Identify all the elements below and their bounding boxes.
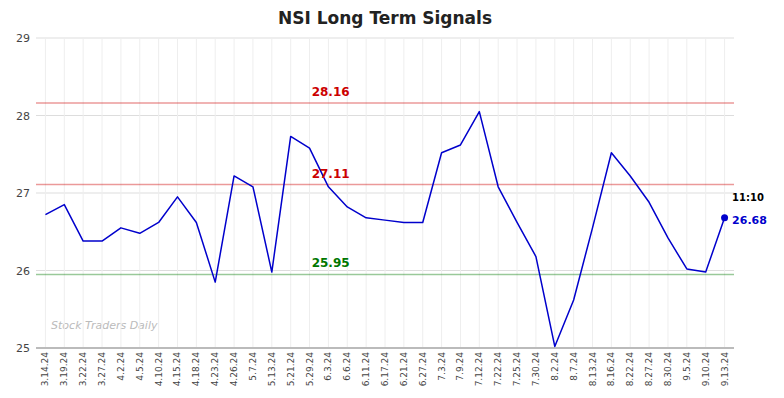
x-tick-label: 8.30.24 [663, 352, 673, 387]
grid-line-x [535, 38, 536, 348]
last-point-label: 11:10 [732, 192, 764, 203]
x-tick-label: 8.7.24 [569, 352, 579, 381]
grid-line-x [102, 38, 103, 348]
x-tick-label: 7.3.24 [437, 352, 447, 381]
grid-line-x [252, 38, 253, 348]
grid-line-x [309, 38, 310, 348]
x-tick-label: 8.22.24 [625, 352, 635, 387]
grid-line-x [630, 38, 631, 348]
grid-line-x [403, 38, 404, 348]
grid-line-x [724, 38, 725, 348]
x-tick-label: 8.2.24 [550, 352, 560, 381]
grid-line-x [611, 38, 612, 348]
reference-label: 25.95 [312, 256, 350, 270]
line [45, 112, 724, 347]
grid-line-x [83, 38, 84, 348]
grid [36, 38, 734, 348]
grid-line-x [517, 38, 518, 348]
x-tick-label: 6.21.24 [399, 352, 409, 387]
x-tick-label: 4.5.24 [135, 352, 145, 381]
x-tick-label: 4.18.24 [191, 352, 201, 387]
grid-line-x [177, 38, 178, 348]
y-tick-label: 26 [16, 265, 30, 278]
grid-line-x [139, 38, 140, 348]
x-tick-label: 9.5.24 [682, 352, 692, 381]
reference-label: 27.11 [312, 167, 350, 181]
y-tick-label: 29 [16, 32, 30, 45]
x-axis [36, 348, 734, 349]
last-point [721, 214, 728, 221]
last-value-label: 26.68 [732, 214, 767, 227]
grid-line-x [686, 38, 687, 348]
x-tick-label: 4.10.24 [154, 352, 164, 387]
grid-line-x [158, 38, 159, 348]
chart: NSI Long Term Signals Stock Traders Daily… [0, 0, 784, 398]
x-tick-label: 3.27.24 [97, 352, 107, 387]
x-tick-label: 7.25.24 [512, 352, 522, 387]
grid-line-x [385, 38, 386, 348]
grid-line-x [422, 38, 423, 348]
grid-line-x [460, 38, 461, 348]
x-tick-label: 7.30.24 [531, 352, 541, 387]
grid-line-x [649, 38, 650, 348]
grid-line-x [234, 38, 235, 348]
x-tick-label: 4.26.24 [229, 352, 239, 387]
grid-line-x [290, 38, 291, 348]
grid-line-x [366, 38, 367, 348]
reference-line [36, 102, 734, 104]
grid-line-x [554, 38, 555, 348]
x-tick-label: 7.12.24 [474, 352, 484, 387]
x-tick-label: 9.10.24 [701, 352, 711, 387]
grid-line-x [196, 38, 197, 348]
grid-line-x [64, 38, 65, 348]
grid-line-x [45, 38, 46, 348]
reference-label: 28.16 [312, 85, 350, 99]
x-tick-label: 3.14.24 [40, 352, 50, 387]
x-tick-label: 3.22.24 [78, 352, 88, 387]
x-tick-label: 8.13.24 [588, 352, 598, 387]
plot-area [36, 103, 734, 346]
x-tick-label: 6.27.24 [418, 352, 428, 387]
x-tick-label: 6.6.24 [342, 352, 352, 381]
grid-line-x [667, 38, 668, 348]
x-tick-label: 4.15.24 [172, 352, 182, 387]
grid-line-x [498, 38, 499, 348]
x-tick-label: 5.29.24 [305, 352, 315, 387]
x-tick-label: 5.21.24 [286, 352, 296, 387]
grid-line-x [215, 38, 216, 348]
grid-line-x [441, 38, 442, 348]
x-tick-label: 5.7.24 [248, 352, 258, 381]
y-tick-label: 25 [16, 342, 30, 355]
x-tick-label: 6.3.24 [323, 352, 333, 381]
x-tick-label: 6.17.24 [380, 352, 390, 387]
grid-line-x [479, 38, 480, 348]
x-tick-label: 3.19.24 [59, 352, 69, 387]
y-tick-label: 27 [16, 187, 30, 200]
grid-line-x [120, 38, 121, 348]
reference-line [36, 184, 734, 186]
x-tick-label: 7.22.24 [493, 352, 503, 387]
x-tick-label: 6.11.24 [361, 352, 371, 387]
watermark: Stock Traders Daily [51, 319, 158, 332]
reference-line [36, 274, 734, 276]
x-tick-label: 7.9.24 [455, 352, 465, 381]
grid-line-x [705, 38, 706, 348]
x-tick-label: 5.13.24 [267, 352, 277, 387]
x-tick-label: 9.13.24 [720, 352, 730, 387]
grid-line-y [36, 348, 734, 349]
grid-line-x [592, 38, 593, 348]
x-tick-label: 4.23.24 [210, 352, 220, 387]
grid-line-x [271, 38, 272, 348]
x-tick-label: 8.27.24 [644, 352, 654, 387]
title: NSI Long Term Signals [278, 8, 492, 28]
x-tick-label: 8.16.24 [606, 352, 616, 387]
x-tick-label: 4.2.24 [116, 352, 126, 381]
y-tick-label: 28 [16, 110, 30, 123]
